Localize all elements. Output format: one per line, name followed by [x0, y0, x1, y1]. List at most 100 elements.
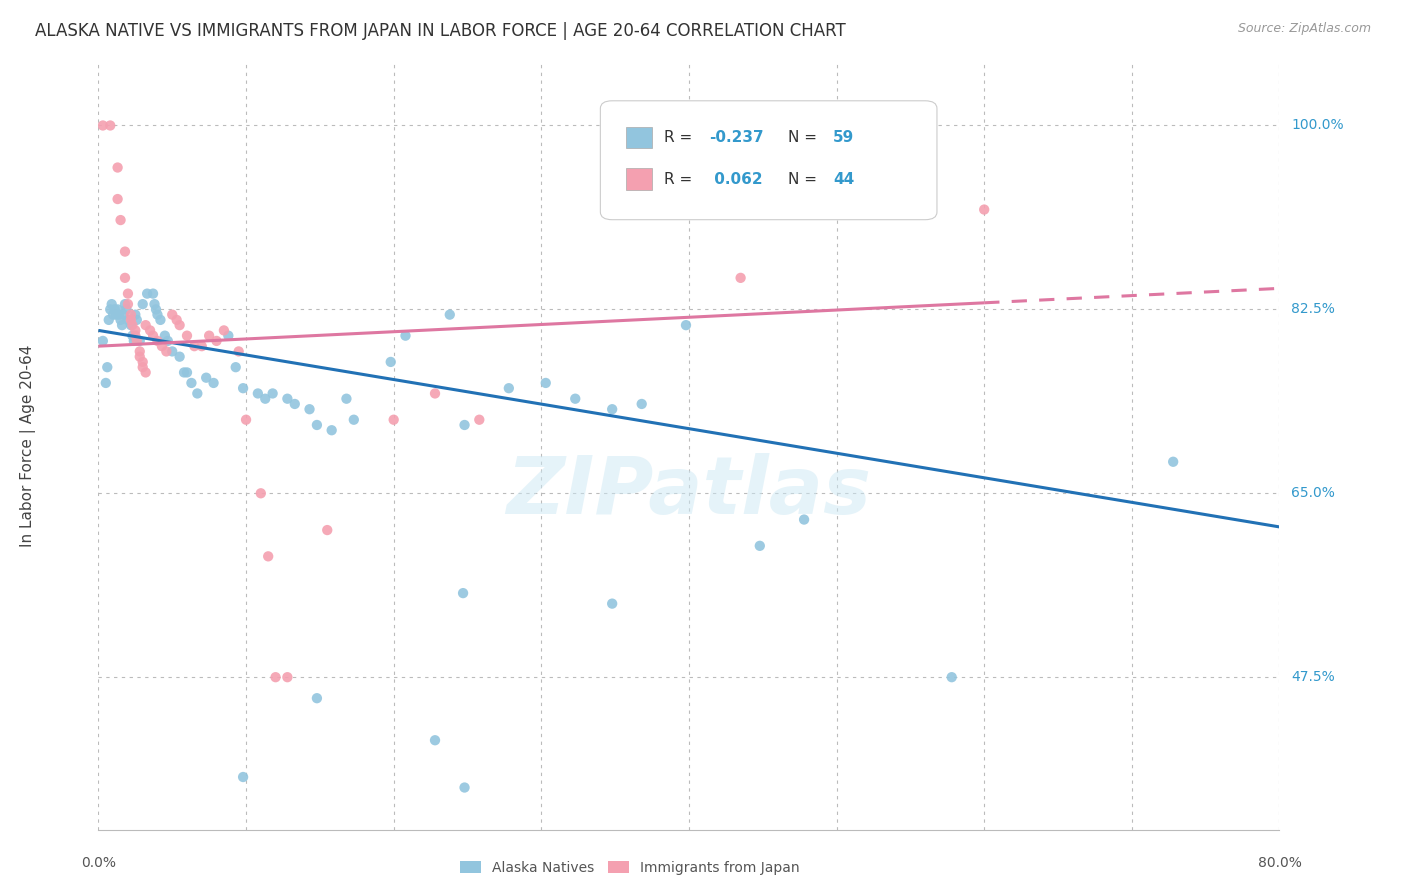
Point: [111, 318, 134, 333]
Text: 0.0%: 0.0%: [82, 855, 115, 870]
Point: [117, 286, 139, 301]
Point: [143, 297, 166, 311]
Text: 100.0%: 100.0%: [1291, 119, 1344, 133]
Point: [335, 392, 357, 406]
FancyBboxPatch shape: [600, 101, 936, 219]
Text: 59: 59: [832, 130, 855, 145]
Text: 80.0%: 80.0%: [1257, 855, 1302, 870]
Point: [146, 334, 169, 348]
Text: 47.5%: 47.5%: [1291, 670, 1336, 684]
Point: [128, 334, 150, 348]
Point: [162, 308, 183, 322]
Text: ALASKA NATIVE VS IMMIGRANTS FROM JAPAN IN LABOR FORCE | AGE 20-64 CORRELATION CH: ALASKA NATIVE VS IMMIGRANTS FROM JAPAN I…: [35, 22, 846, 40]
Point: [423, 733, 446, 747]
Point: [600, 402, 623, 417]
Point: [149, 313, 172, 327]
Point: [145, 302, 167, 317]
Point: [96, 360, 118, 375]
Point: [195, 370, 218, 384]
Point: [262, 386, 284, 401]
Point: [451, 586, 474, 600]
FancyBboxPatch shape: [626, 169, 652, 190]
Text: In Labor Force | Age 20-64: In Labor Force | Age 20-64: [20, 345, 35, 547]
Text: R =: R =: [664, 130, 697, 145]
Point: [534, 376, 557, 390]
Point: [793, 512, 815, 526]
Point: [235, 413, 257, 427]
Text: 82.5%: 82.5%: [1291, 302, 1336, 317]
Point: [115, 302, 138, 317]
Point: [122, 334, 145, 348]
Point: [132, 355, 155, 369]
Point: [250, 486, 273, 500]
Text: R =: R =: [664, 171, 697, 186]
Legend: Alaska Natives, Immigrants from Japan: Alaska Natives, Immigrants from Japan: [460, 861, 800, 875]
Point: [146, 308, 169, 322]
Point: [254, 392, 277, 406]
Point: [176, 328, 198, 343]
Point: [132, 360, 155, 375]
Point: [232, 381, 254, 395]
Point: [97, 313, 120, 327]
Point: [98, 302, 121, 317]
Point: [198, 328, 221, 343]
FancyBboxPatch shape: [626, 127, 652, 148]
Point: [94, 376, 117, 390]
Point: [132, 297, 155, 311]
Point: [973, 202, 995, 217]
Point: [439, 308, 461, 322]
Point: [180, 376, 202, 390]
Point: [468, 413, 491, 427]
Point: [128, 350, 150, 364]
Point: [675, 318, 697, 333]
Point: [156, 334, 179, 348]
Point: [114, 244, 136, 259]
Point: [124, 323, 146, 337]
Point: [212, 323, 235, 337]
Text: Source: ZipAtlas.com: Source: ZipAtlas.com: [1237, 22, 1371, 36]
Point: [98, 119, 121, 133]
Point: [380, 355, 402, 369]
Point: [139, 323, 162, 337]
Point: [136, 286, 159, 301]
Point: [114, 271, 136, 285]
Text: N =: N =: [789, 171, 823, 186]
Point: [105, 308, 128, 322]
Point: [453, 417, 475, 432]
Point: [142, 286, 165, 301]
Point: [155, 344, 177, 359]
Point: [125, 313, 148, 327]
Point: [305, 417, 328, 432]
Point: [169, 318, 191, 333]
Point: [173, 366, 195, 380]
Point: [135, 318, 157, 333]
Point: [150, 339, 173, 353]
Point: [108, 308, 131, 322]
Point: [117, 313, 139, 327]
Point: [305, 691, 328, 706]
Point: [246, 386, 269, 401]
Point: [600, 597, 623, 611]
Point: [103, 308, 125, 322]
Point: [183, 339, 205, 353]
Point: [453, 780, 475, 795]
Point: [107, 161, 129, 175]
Point: [730, 271, 752, 285]
Point: [107, 302, 129, 317]
Point: [276, 670, 298, 684]
Point: [104, 302, 127, 317]
Point: [176, 366, 198, 380]
Text: 65.0%: 65.0%: [1291, 486, 1336, 500]
Point: [941, 670, 963, 684]
Point: [120, 308, 142, 322]
Point: [321, 423, 343, 437]
Point: [423, 386, 446, 401]
Point: [124, 328, 146, 343]
Text: 0.062: 0.062: [709, 171, 762, 186]
Point: [91, 119, 114, 133]
Point: [117, 297, 139, 311]
Point: [121, 328, 143, 343]
Point: [100, 297, 122, 311]
Point: [91, 334, 114, 348]
Point: [276, 392, 298, 406]
